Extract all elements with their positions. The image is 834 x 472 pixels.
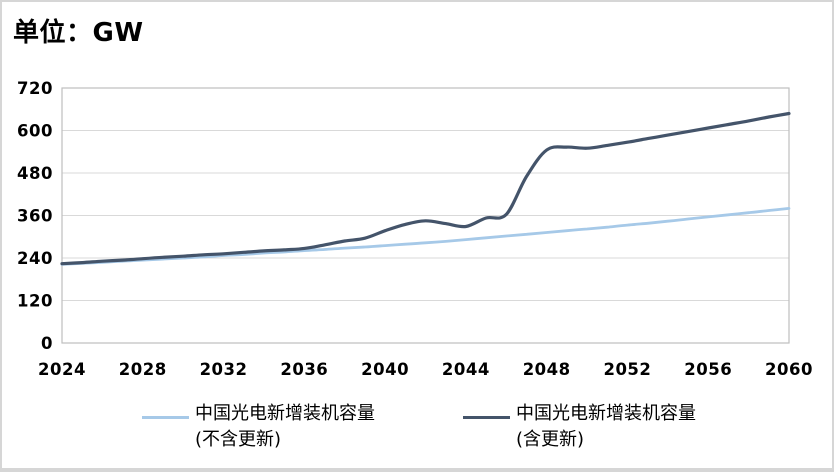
legend-line-swatch-excluding: [142, 416, 189, 419]
y-tick-label-720: 720: [17, 79, 53, 98]
chart-title: 单位：GW: [13, 18, 144, 48]
x-tick-label-2048: 2048: [523, 360, 571, 379]
y-tick-label-240: 240: [17, 249, 53, 268]
legend-label-including: 中国光电新增装机容量 (含更新): [516, 401, 696, 453]
legend-label-line1: 中国光电新增装机容量: [195, 403, 375, 424]
x-tick-label-2060: 2060: [765, 360, 813, 379]
x-tick-label-2040: 2040: [361, 360, 409, 379]
plot-area-border: [61, 87, 790, 344]
legend-line-swatch-including: [463, 416, 510, 419]
legend-label-line1: 中国光电新增装机容量: [516, 403, 696, 424]
x-tick-label-2044: 2044: [442, 360, 490, 379]
series-line-including-renewal: [60, 111, 791, 266]
x-tick-label-2028: 2028: [119, 360, 167, 379]
y-tick-label-0: 0: [41, 334, 53, 353]
x-tick-label-2052: 2052: [603, 360, 651, 379]
x-tick-label-2056: 2056: [684, 360, 732, 379]
y-tick-label-480: 480: [17, 164, 53, 183]
y-tick-label-600: 600: [17, 122, 53, 141]
x-tick-label-2024: 2024: [38, 360, 86, 379]
legend-label-line2: (不含更新): [195, 429, 282, 450]
y-tick-label-120: 120: [17, 292, 53, 311]
y-tick-label-360: 360: [17, 207, 53, 226]
series-line-excluding-renewal: [60, 207, 791, 266]
legend-label-line2: (含更新): [516, 429, 585, 450]
x-tick-label-2032: 2032: [200, 360, 248, 379]
x-tick-label-2036: 2036: [280, 360, 328, 379]
legend-item-excluding-renewal: 中国光电新增装机容量 (不含更新): [142, 401, 375, 453]
legend-item-including-renewal: 中国光电新增装机容量 (含更新): [463, 401, 696, 453]
legend-label-excluding: 中国光电新增装机容量 (不含更新): [195, 401, 375, 453]
